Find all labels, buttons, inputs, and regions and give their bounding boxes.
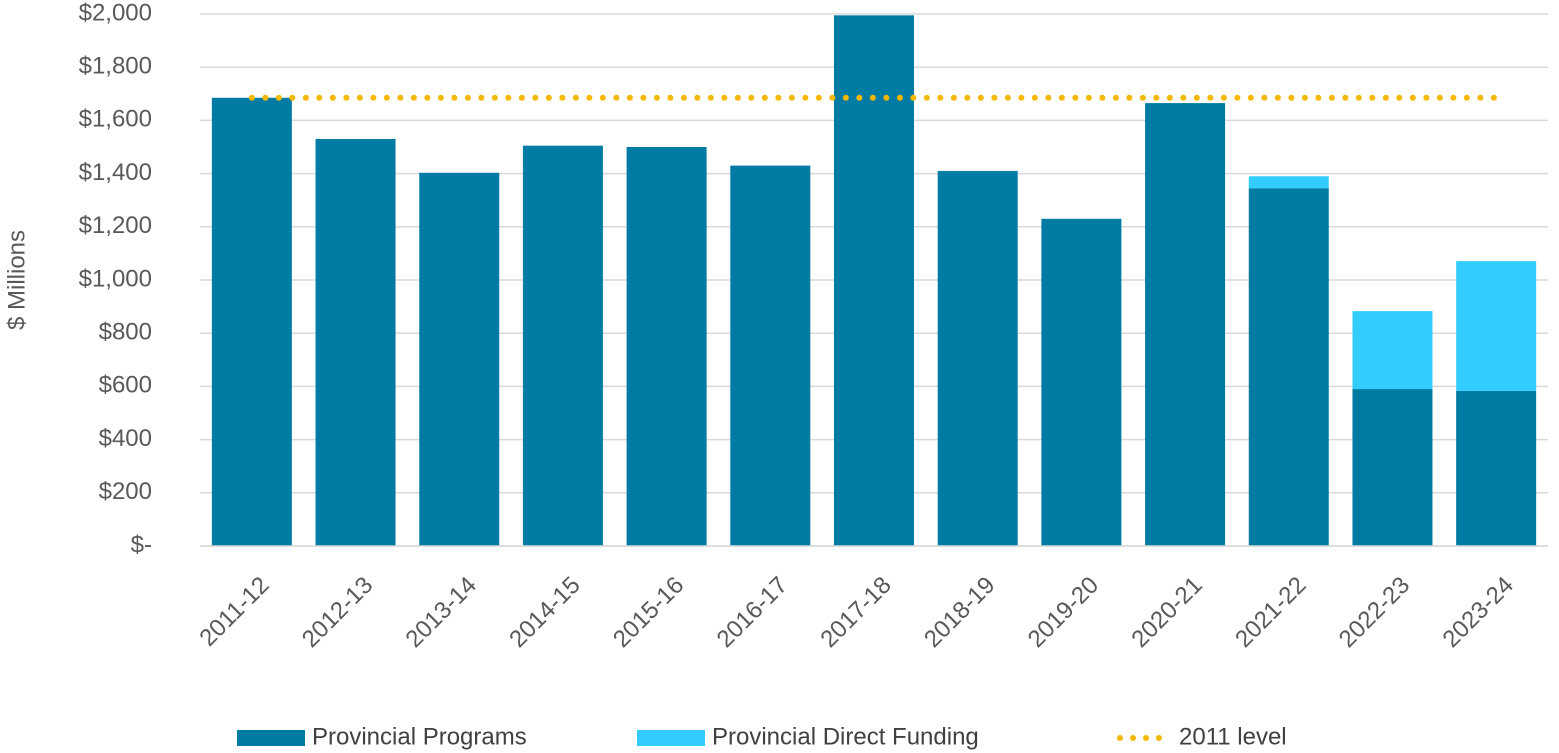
x-tick-label: 2020-21 xyxy=(1126,572,1207,653)
legend-swatch xyxy=(237,730,305,746)
y-tick-label: $400 xyxy=(99,425,152,452)
x-tick-label: 2022-23 xyxy=(1334,572,1415,653)
bar xyxy=(1145,103,1226,547)
bar xyxy=(1248,176,1329,189)
legend-label: Provincial Direct Funding xyxy=(712,723,979,750)
y-tick-label: $600 xyxy=(99,372,152,399)
bar xyxy=(419,172,500,546)
legend-label: Provincial Programs xyxy=(312,723,527,750)
x-tick-label: 2023-24 xyxy=(1438,572,1519,653)
y-tick-label: $2,000 xyxy=(79,0,152,26)
bar xyxy=(834,15,914,546)
bar xyxy=(730,165,811,546)
bar xyxy=(522,145,603,547)
x-tick-label: 2017-18 xyxy=(815,572,896,653)
y-tick-label: $800 xyxy=(99,319,152,346)
bar xyxy=(626,147,707,546)
x-tick-label: 2019-20 xyxy=(1023,572,1104,653)
x-tick-label: 2014-15 xyxy=(504,572,585,653)
x-tick-label: 2015-16 xyxy=(608,572,689,653)
bar xyxy=(1352,311,1433,390)
bar xyxy=(211,97,292,546)
x-tick-label: 2018-19 xyxy=(919,572,1000,653)
y-tick-label: $200 xyxy=(99,478,152,505)
y-tick-label: $1,600 xyxy=(79,106,152,133)
bar xyxy=(1456,261,1537,391)
legend-swatch xyxy=(637,730,705,746)
legend-label: 2011 level xyxy=(1179,723,1287,750)
bar xyxy=(1248,188,1329,547)
y-axis-title: $ Millions xyxy=(3,230,30,330)
y-tick-label: $1,800 xyxy=(79,53,152,80)
y-tick-label: $1,200 xyxy=(79,212,152,239)
y-tick-label: $1,400 xyxy=(79,159,152,186)
bar xyxy=(937,170,1018,546)
x-tick-label: 2021-22 xyxy=(1230,572,1311,653)
bar xyxy=(315,139,396,546)
bar xyxy=(1352,389,1433,546)
y-tick-label: $- xyxy=(131,531,152,558)
x-tick-label: 2016-17 xyxy=(712,572,793,653)
bar xyxy=(1456,390,1537,546)
bar xyxy=(1041,218,1122,546)
x-tick-label: 2013-14 xyxy=(401,572,482,653)
x-tick-label: 2012-13 xyxy=(297,572,378,653)
y-tick-label: $1,000 xyxy=(79,265,152,292)
x-tick-label: 2011-12 xyxy=(194,572,274,652)
